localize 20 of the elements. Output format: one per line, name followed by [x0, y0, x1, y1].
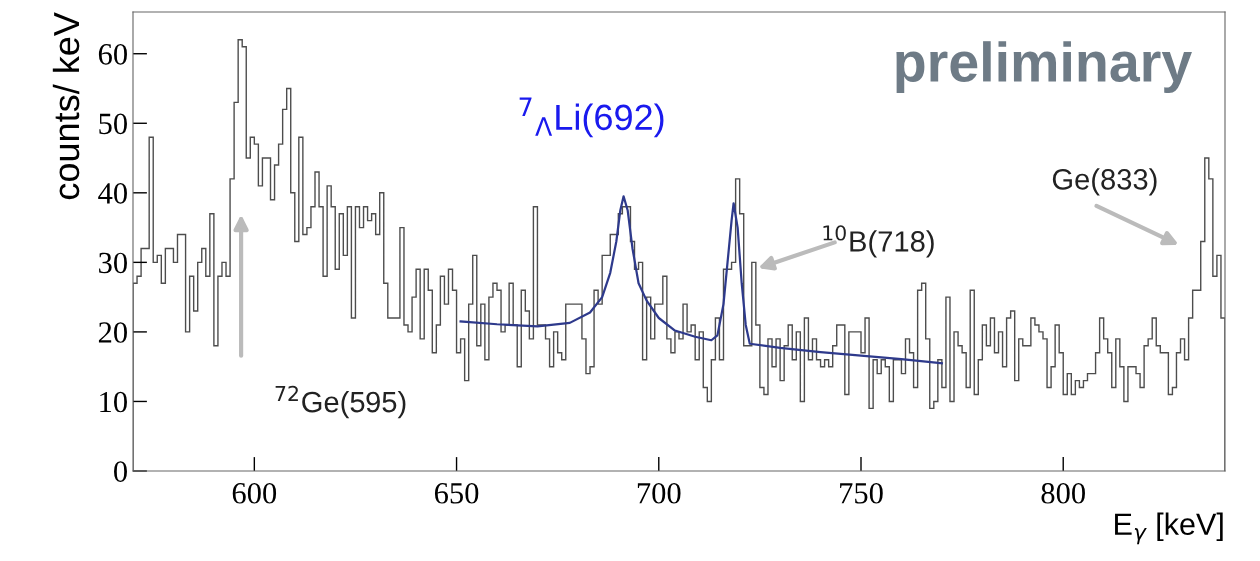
y-tick-label: 0: [114, 461, 127, 482]
y-tick-label: 10: [100, 391, 127, 413]
x-tick-label: 600: [232, 482, 277, 504]
y-axis-title: counts/ keV: [52, 12, 80, 200]
x-tick-label: 700: [637, 482, 681, 504]
y-tick-label: 50: [99, 113, 127, 135]
line-series: [459, 195, 943, 365]
x-axis-title: E$_{γ}$ [keV]: [1115, 512, 1223, 545]
y-tick-label: 60: [98, 44, 127, 65]
annotation: $^{10}$B(718): [823, 225, 934, 258]
y-tick-label: 40: [98, 183, 127, 204]
x-tick-label: 650: [434, 482, 479, 504]
x-tick-label: 750: [840, 482, 883, 504]
y-tick-label: 20: [98, 322, 127, 343]
y-tick-label: 30: [99, 252, 127, 274]
annotation: $^{7}$$_{Λ}$Li(692): [519, 97, 664, 138]
annotation: Ge(833): [1052, 168, 1157, 196]
x-tick-label: 800: [1041, 482, 1085, 504]
annotation: $^{72}$Ge(595): [275, 385, 406, 419]
annotation: preliminary: [896, 41, 1192, 93]
